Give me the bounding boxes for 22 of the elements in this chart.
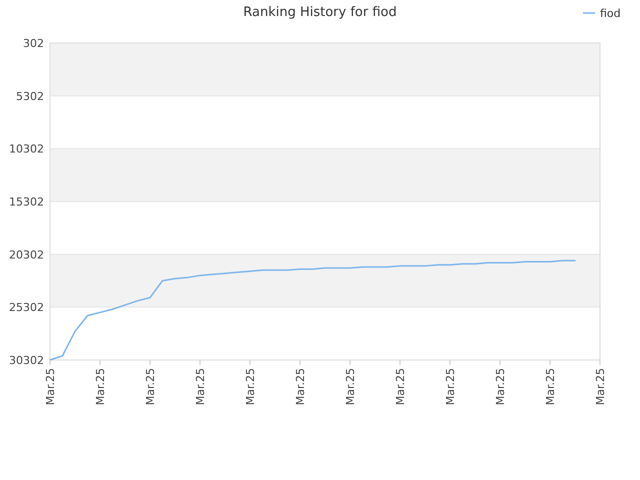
x-tick-label: Mar.25 <box>44 368 57 406</box>
y-tick-label: 20302 <box>9 248 44 262</box>
x-tick-label: Mar.25 <box>544 368 557 406</box>
y-tick-label: 10302 <box>9 142 44 156</box>
y-tick-label: 5302 <box>16 90 44 103</box>
x-tick-label: Mar.25 <box>294 368 307 406</box>
y-tick-label: 302 <box>23 37 44 50</box>
x-tick-label: Mar.25 <box>394 368 407 406</box>
y-tick-label: 15302 <box>9 196 44 208</box>
x-tick-label: Mar.25 <box>344 368 357 406</box>
x-tick-label: Mar.25 <box>494 368 507 406</box>
y-tick-label: 25302 <box>9 301 44 314</box>
chart-title: Ranking History for fiod <box>243 5 397 20</box>
x-tick-label: Mar.25 <box>444 368 457 406</box>
x-tick-label: Mar.25 <box>594 368 607 406</box>
x-tick-label: Mar.25 <box>94 368 107 406</box>
x-tick-label: Mar.25 <box>194 368 207 406</box>
x-tick-label: Mar.25 <box>244 368 257 406</box>
x-tick-label: Mar.25 <box>144 368 157 406</box>
legend-label: fiod <box>600 7 621 20</box>
line-series <box>49 260 576 361</box>
y-tick-label: 30302 <box>9 354 44 367</box>
